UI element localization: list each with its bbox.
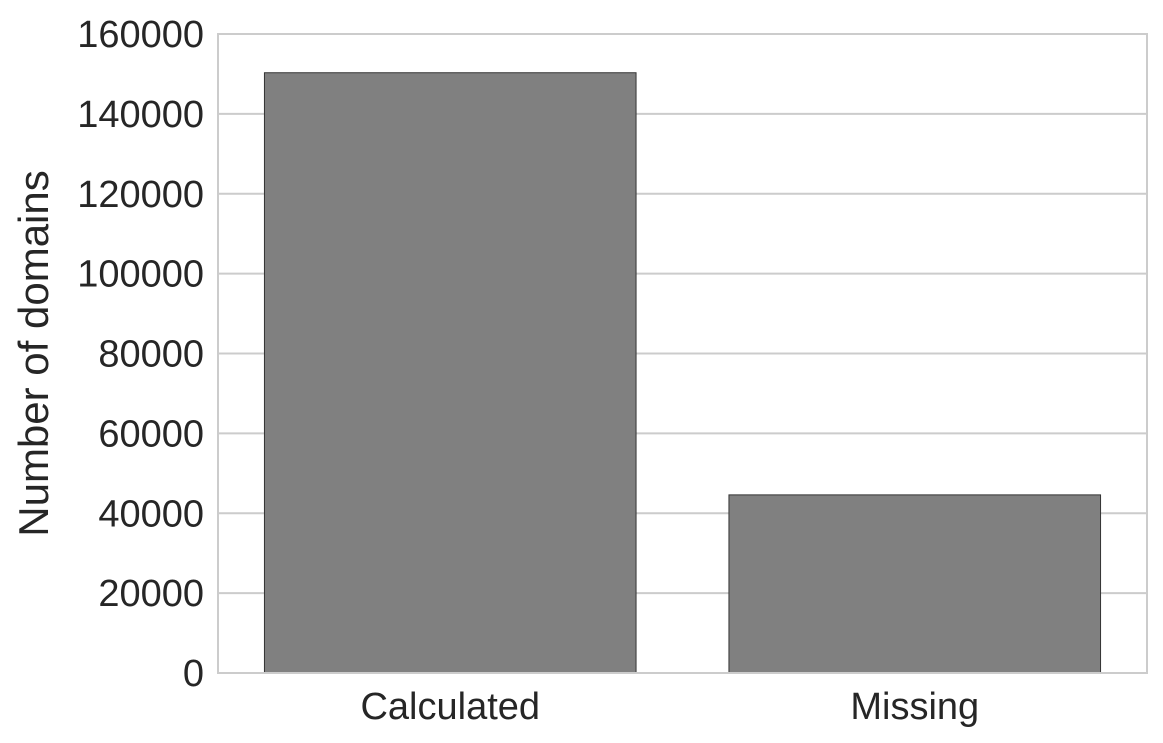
y-tick-label: 120000 [77, 174, 204, 216]
y-axis-label: Number of domains [10, 170, 57, 537]
bar-missing [728, 494, 1102, 674]
y-tick-labels: 0 20000 40000 60000 80000 100000 120000 140000 1… [77, 14, 204, 695]
y-tick-label: 60000 [98, 413, 204, 455]
y-tick-label: 0 [183, 653, 204, 695]
y-tick-label: 80000 [98, 334, 204, 376]
x-tick-label: Missing [850, 686, 979, 728]
y-tick-label: 160000 [77, 14, 204, 56]
y-tick-label: 20000 [98, 573, 204, 615]
bar-calculated [263, 72, 637, 674]
x-tick-label: Calculated [360, 686, 540, 728]
y-tick-label: 100000 [77, 254, 204, 296]
y-tick-label: 40000 [98, 493, 204, 535]
plot-frame [217, 33, 1148, 674]
y-tick-label: 140000 [77, 94, 204, 136]
bars [263, 72, 1102, 674]
x-tick-labels: Calculated Missing [360, 686, 979, 728]
